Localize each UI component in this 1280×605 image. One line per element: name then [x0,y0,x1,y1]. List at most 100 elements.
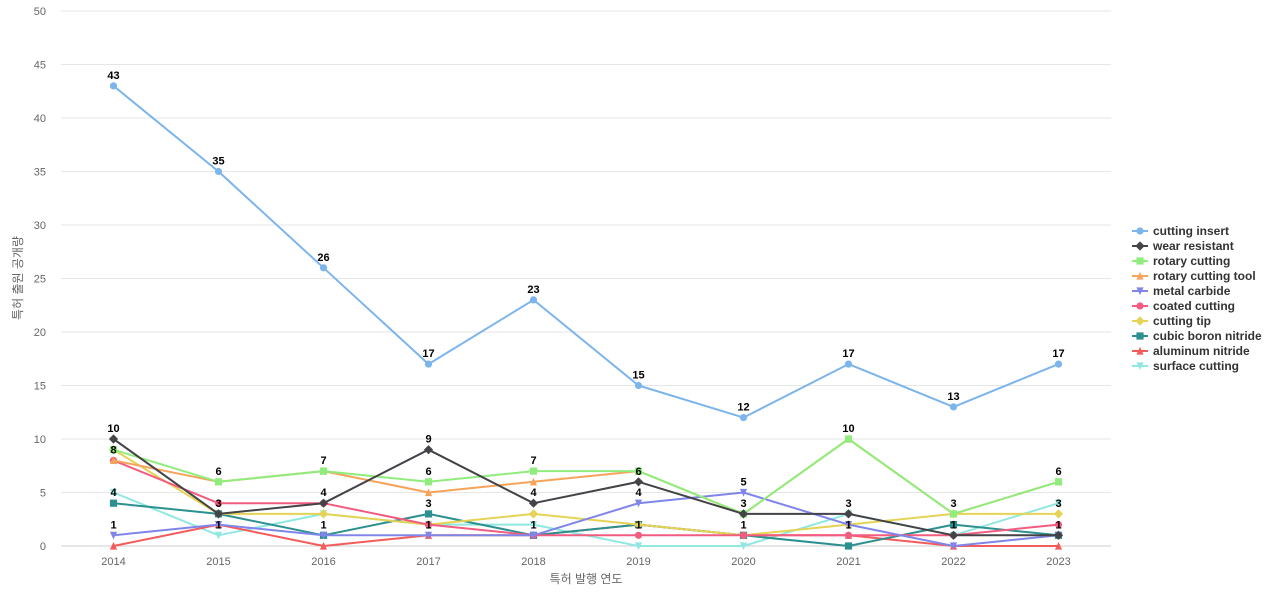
legend-marker [1136,302,1144,310]
data-label: 6 [635,466,641,478]
x-tick-label: 2023 [1046,556,1070,568]
x-axis-title: 특허 발행 연도 [550,571,623,586]
data-point [319,264,328,272]
data-point [1054,478,1063,486]
legend-item[interactable]: cutting insert [1132,224,1229,238]
data-point [1054,360,1063,368]
y-tick-label: 45 [34,60,46,72]
legend-item[interactable]: coated cutting [1132,299,1235,313]
data-point [109,499,118,507]
x-axis-ticks: 2014 2015 2016 2017 2018 2019 2020 2021 2022 2023 [101,556,1070,568]
data-label: 7 [320,455,326,467]
legend-label: cutting insert [1153,224,1229,238]
data-label: 1 [1055,519,1061,531]
data-point [529,521,538,529]
legend-item[interactable]: cubic boron nitride [1132,329,1262,343]
data-label: 3 [1055,498,1061,510]
data-label: 1 [320,519,326,531]
data-label: 12 [737,402,749,414]
data-label: 1 [635,519,641,531]
legend-item[interactable]: cutting tip [1132,314,1211,328]
legend-item[interactable]: wear resistant [1132,239,1234,253]
y-tick-label: 50 [34,6,46,18]
x-tick-label: 2017 [416,556,440,568]
x-tick-label: 2021 [836,556,860,568]
data-point [529,477,538,486]
legend-marker [1136,346,1144,355]
legend-label: cutting tip [1153,314,1211,328]
legend-marker [1136,257,1144,265]
data-label: 1 [845,519,851,531]
legend-item[interactable]: aluminum nitride [1132,344,1250,358]
data-point [1054,521,1063,529]
y-tick-label: 30 [34,220,46,232]
data-point [1053,509,1064,519]
y-tick-label: 0 [40,541,46,553]
data-point [318,498,329,508]
data-point [739,531,748,539]
legend-marker [1136,287,1144,296]
data-point [633,520,644,530]
data-point [949,403,958,411]
series-coated-cutting [109,456,1063,539]
legend-marker [1135,316,1145,326]
x-tick-label: 2022 [941,556,965,568]
data-point [948,530,959,540]
legend-label: rotary cutting [1153,254,1230,268]
data-point [528,509,539,519]
data-label: 3 [425,498,431,510]
series-rotary-cutting-tool [109,434,1063,518]
data-point [1054,499,1063,508]
series-line [113,438,1059,515]
data-point [1053,530,1064,540]
data-point [739,414,748,422]
data-point [318,509,329,519]
legend-item[interactable]: metal carbide [1132,284,1231,298]
legend-item[interactable]: rotary cutting [1132,254,1230,268]
data-label: 7 [530,455,536,467]
data-label: 6 [1055,466,1061,478]
data-label: 6 [425,466,431,478]
legend-item[interactable]: surface cutting [1132,359,1239,373]
data-label: 1 [425,519,431,531]
data-label: 3 [215,498,221,510]
legend-marker [1136,271,1144,280]
data-point [844,360,853,368]
data-point [844,542,853,550]
legend-label: cubic boron nitride [1153,329,1262,343]
data-label: 4 [110,487,117,499]
data-label: 3 [740,498,746,510]
legend-label: surface cutting [1153,359,1239,373]
data-label: 1 [950,519,956,531]
data-point [634,531,643,539]
series-metal-carbide [109,488,1063,551]
grid-layer [61,10,1111,493]
data-label: 17 [1052,348,1064,360]
data-label: 15 [632,370,644,382]
y-tick-label: 20 [34,327,46,339]
x-tick-label: 2015 [206,556,230,568]
x-tick-label: 2014 [101,556,125,568]
data-label: 10 [842,423,854,435]
data-point [214,167,223,176]
data-label: 9 [425,434,431,446]
data-point [109,456,118,464]
data-point [634,499,643,508]
y-axis-ticks: 0 5 10 15 20 25 30 35 40 45 50 [34,6,46,553]
series-line [113,491,1059,547]
legend-label: wear resistant [1152,239,1234,253]
data-point [213,509,224,519]
legend-item[interactable]: rotary cutting tool [1132,269,1256,283]
legend-label: aluminum nitride [1153,344,1250,358]
series-layer [108,82,1064,551]
x-tick-label: 2016 [311,556,335,568]
data-label: 6 [215,466,221,478]
data-point [108,434,119,444]
data-point [843,509,854,519]
data-point [844,531,853,539]
series-line [112,85,1059,419]
data-label: 4 [635,487,642,499]
data-label: 26 [317,252,329,264]
